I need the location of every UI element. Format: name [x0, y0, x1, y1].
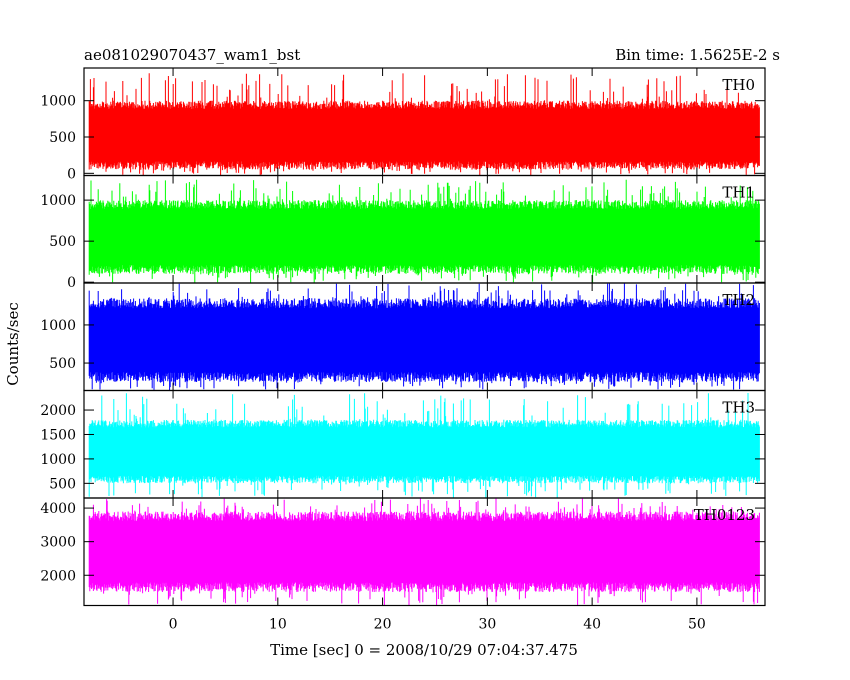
series-th0 [88, 73, 760, 176]
ytick-label-th3: 1500 [40, 427, 76, 443]
panel-label-th1: TH1 [722, 184, 755, 202]
series-th2 [88, 283, 760, 391]
series-th0123 [88, 498, 760, 606]
panel-label-th2: TH2 [722, 291, 755, 309]
ytick-label-th3: 500 [49, 476, 76, 492]
x-axis-label: Time [sec] 0 = 2008/10/29 07:04:37.475 [270, 641, 578, 659]
ytick-label-th1: 1000 [40, 193, 76, 209]
panel-frame-th0123 [83, 497, 766, 607]
ytick-label-th0: 500 [49, 130, 76, 146]
ytick-label-th1: 0 [67, 275, 76, 291]
y-axis-label: Counts/sec [4, 302, 22, 386]
xtick-label: 0 [169, 617, 178, 633]
ytick-label-th2: 1000 [40, 318, 76, 334]
ytick-label-th0: 0 [67, 166, 76, 182]
xtick-label: 50 [688, 617, 706, 633]
panel-label-th0: TH0 [722, 76, 755, 94]
ytick-label-th0: 1000 [40, 94, 76, 110]
panel-label-th3: TH3 [722, 399, 755, 417]
series-th1 [88, 179, 760, 283]
xtick-label: 10 [269, 617, 287, 633]
xtick-label: 20 [374, 617, 392, 633]
ytick-label-th0123: 3000 [40, 535, 76, 551]
series-th3 [88, 393, 760, 498]
ytick-label-th0123: 4000 [40, 501, 76, 517]
ytick-label-th3: 2000 [40, 403, 76, 419]
plot-title-right: Bin time: 1.5625E-2 s [615, 46, 780, 64]
ytick-label-th3: 1000 [40, 452, 76, 468]
ytick-label-th2: 500 [49, 356, 76, 372]
ytick-label-th1: 500 [49, 234, 76, 250]
xtick-label: 30 [478, 617, 496, 633]
plot-title-left: ae081029070437_wam1_bst [84, 46, 300, 64]
ytick-label-th0123: 2000 [40, 568, 76, 584]
panel-label-th0123: TH0123 [694, 506, 755, 524]
xtick-label: 40 [583, 617, 601, 633]
